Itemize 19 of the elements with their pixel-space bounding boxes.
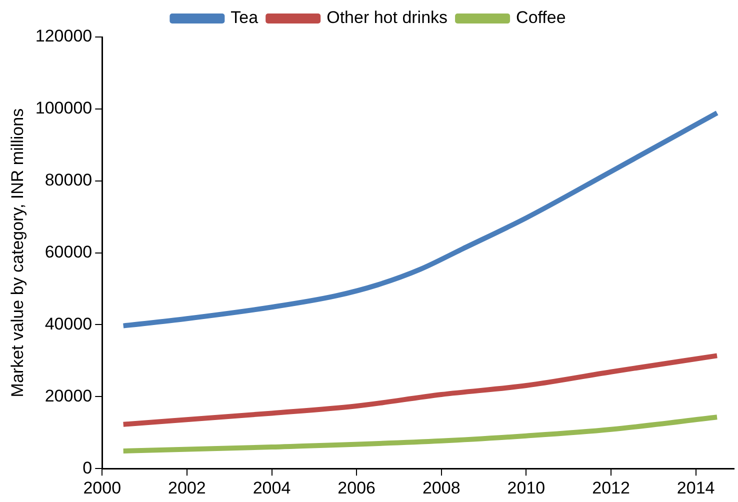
legend-label: Coffee — [516, 8, 566, 28]
legend-label: Tea — [230, 8, 259, 28]
y-tick-label: 40000 — [44, 314, 92, 334]
x-tick-label: 2010 — [507, 478, 546, 498]
x-tick-label: 2014 — [676, 478, 715, 498]
y-tick-label: 0 — [82, 458, 92, 478]
x-tick-label: 2008 — [422, 478, 460, 498]
y-axis-title: Market value by category, INR millions — [8, 108, 27, 398]
x-tick-label: 2012 — [592, 478, 630, 498]
x-tick-label: 2004 — [252, 478, 291, 498]
x-tick-label: 2000 — [83, 478, 122, 498]
x-tick-label: 2006 — [338, 478, 376, 498]
legend-label: Other hot drinks — [326, 8, 448, 28]
x-tick-label: 2002 — [168, 478, 206, 498]
y-tick-label: 80000 — [44, 170, 92, 190]
y-tick-label: 120000 — [35, 26, 92, 46]
y-tick-label: 20000 — [44, 386, 92, 406]
y-tick-label: 60000 — [44, 242, 92, 262]
y-tick-label: 100000 — [35, 98, 92, 118]
